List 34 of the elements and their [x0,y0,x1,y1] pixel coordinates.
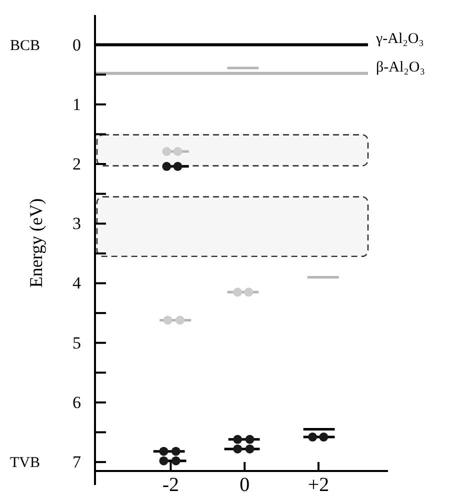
point [244,288,254,297]
point [319,432,328,442]
y-tick-label: 1 [72,94,81,114]
y-tick-label: 4 [72,274,82,293]
x-tick-label: 0 [240,474,250,496]
point [159,456,168,466]
point [245,434,254,444]
x-tick-label: +2 [308,474,330,496]
y-tick-label: 0 [72,35,81,54]
ref-line-label: β-Al₂O₃ [376,59,425,76]
text: BCB [10,38,40,54]
y-tick-label: 3 [72,214,81,234]
point [162,162,172,171]
ref-line-label: γ-Al₂O₃ [375,30,424,47]
point [173,162,182,171]
y-axis-title: Energy (eV) [26,198,46,288]
y-tick-label: 7 [72,452,82,472]
y-tick-label: 2 [72,154,81,174]
point [162,147,172,156]
point [171,446,180,456]
point [163,316,172,325]
point [173,147,182,156]
x-tick-label: -2 [162,474,180,496]
point [171,456,180,466]
y-tick-label: 5 [72,333,81,352]
point [233,288,242,297]
point [245,444,254,454]
text: TVB [10,455,40,472]
point [175,316,184,325]
y-tick-label: 6 [72,392,81,412]
point [308,432,318,442]
point [159,446,168,456]
point [233,444,242,454]
point [233,434,242,444]
